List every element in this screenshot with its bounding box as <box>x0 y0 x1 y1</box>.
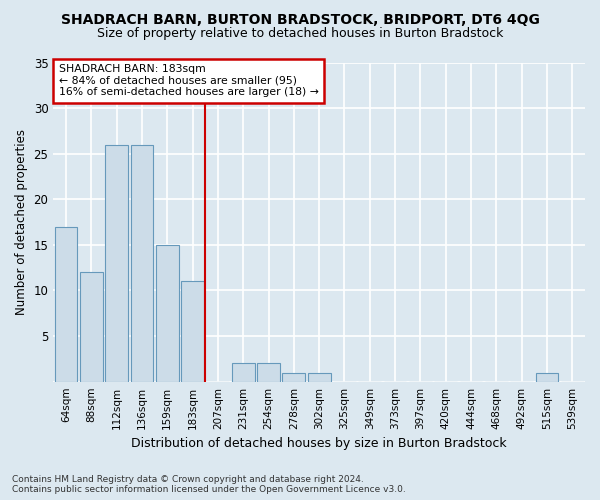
Bar <box>232 364 254 382</box>
Text: Size of property relative to detached houses in Burton Bradstock: Size of property relative to detached ho… <box>97 28 503 40</box>
Bar <box>105 144 128 382</box>
Text: SHADRACH BARN, BURTON BRADSTOCK, BRIDPORT, DT6 4QG: SHADRACH BARN, BURTON BRADSTOCK, BRIDPOR… <box>61 12 539 26</box>
X-axis label: Distribution of detached houses by size in Burton Bradstock: Distribution of detached houses by size … <box>131 437 507 450</box>
Bar <box>181 282 204 382</box>
Bar <box>308 372 331 382</box>
Text: SHADRACH BARN: 183sqm
← 84% of detached houses are smaller (95)
16% of semi-deta: SHADRACH BARN: 183sqm ← 84% of detached … <box>59 64 319 98</box>
Bar <box>156 245 179 382</box>
Bar <box>283 372 305 382</box>
Y-axis label: Number of detached properties: Number of detached properties <box>15 129 28 315</box>
Bar <box>131 144 154 382</box>
Bar <box>536 372 559 382</box>
Text: Contains HM Land Registry data © Crown copyright and database right 2024.
Contai: Contains HM Land Registry data © Crown c… <box>12 474 406 494</box>
Bar <box>55 226 77 382</box>
Bar <box>80 272 103 382</box>
Bar <box>257 364 280 382</box>
